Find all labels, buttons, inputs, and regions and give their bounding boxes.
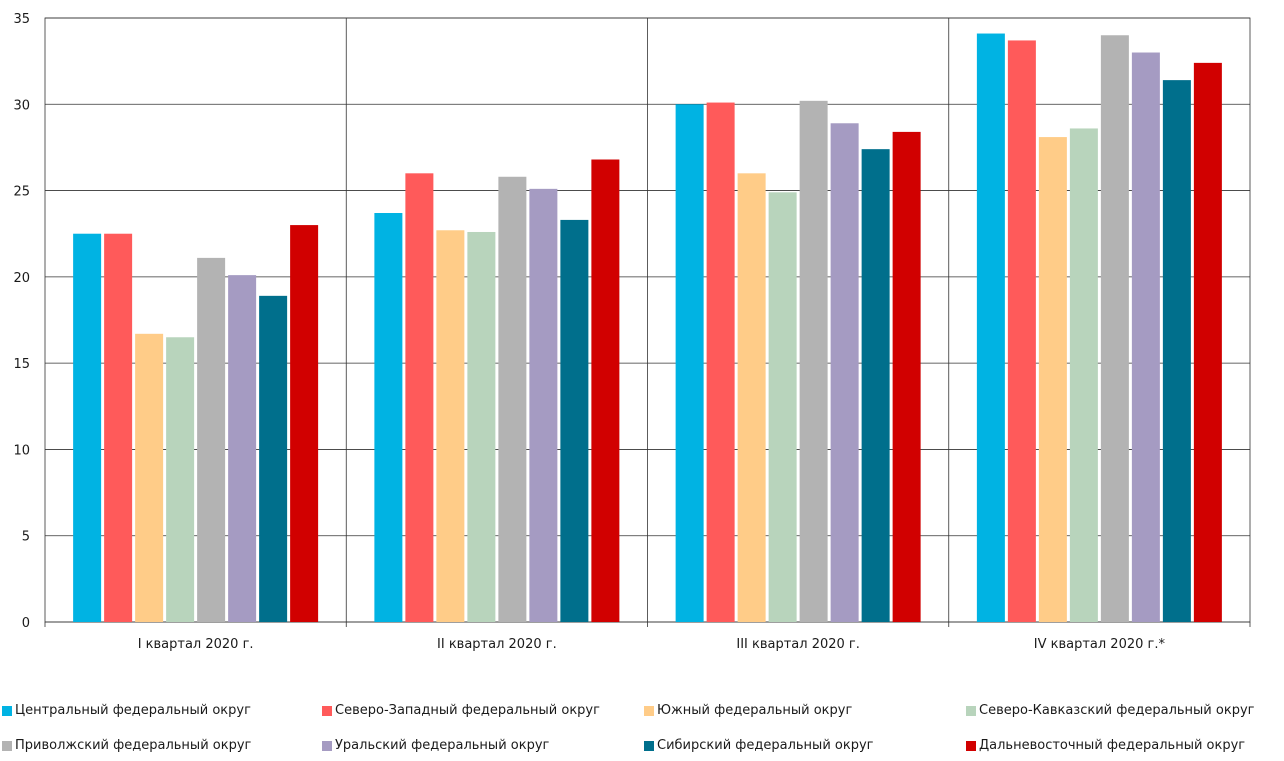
bar <box>498 176 527 622</box>
y-tick-label: 15 <box>13 357 30 372</box>
legend-label: Южный федеральный округ <box>657 703 853 718</box>
x-tick-label: III квартал 2020 г. <box>736 637 860 652</box>
bar <box>228 275 257 622</box>
bar <box>290 225 319 623</box>
legend-item: Уральский федеральный округ <box>322 738 549 753</box>
bar <box>1131 52 1160 623</box>
legend-item: Приволжский федеральный округ <box>2 738 251 753</box>
y-tick-label: 35 <box>13 12 30 27</box>
bar <box>861 149 890 622</box>
legend-item: Дальневосточный федеральный округ <box>966 738 1245 753</box>
x-tick-label: I квартал 2020 г. <box>138 637 254 652</box>
legend-swatch <box>644 705 654 716</box>
legend-item: Центральный федеральный округ <box>2 703 251 718</box>
x-tick-label: II квартал 2020 г. <box>437 637 557 652</box>
bar <box>1100 35 1129 622</box>
legend-item: Северо-Кавказский федеральный округ <box>966 703 1254 718</box>
x-tick-label: IV квартал 2020 г.* <box>1034 637 1166 652</box>
bar <box>976 33 1005 622</box>
legend-item: Северо-Западный федеральный округ <box>322 703 600 718</box>
legend-item: Сибирский федеральный округ <box>644 738 874 753</box>
bar <box>529 188 558 623</box>
y-tick-label: 5 <box>22 530 30 545</box>
bar <box>1038 137 1067 622</box>
bar <box>737 173 766 623</box>
bar <box>1007 40 1036 623</box>
y-tick-label: 10 <box>13 443 30 458</box>
legend-swatch <box>322 705 332 716</box>
bar <box>197 257 226 622</box>
legend-swatch <box>966 740 976 751</box>
bar <box>467 231 496 622</box>
bar <box>73 233 102 622</box>
bar-chart: 0 5 10 15 20 25 30 35 I квартал 2020 г. II кварта… <box>13 12 1251 652</box>
bar <box>706 102 735 622</box>
bar <box>135 333 164 622</box>
legend-label: Сибирский федеральный округ <box>657 738 874 753</box>
bar <box>560 219 589 622</box>
bar <box>374 213 403 622</box>
legend-label: Северо-Западный федеральный округ <box>335 703 600 718</box>
bar <box>1162 80 1191 622</box>
bar <box>405 173 434 623</box>
bar <box>591 159 620 622</box>
y-tick-label: 0 <box>22 616 30 631</box>
bar <box>166 337 195 622</box>
legend-swatch <box>2 740 12 751</box>
legend-label: Дальневосточный федеральный округ <box>979 738 1246 753</box>
chart-legend: Центральный федеральный округ Северо-Запа… <box>0 700 1284 761</box>
legend-swatch <box>2 705 12 716</box>
bar <box>436 230 465 622</box>
bar <box>259 295 288 622</box>
bar <box>768 192 797 622</box>
legend-label: Приволжский федеральный округ <box>15 738 252 753</box>
y-tick-label: 20 <box>13 271 30 286</box>
legend-swatch <box>644 740 654 751</box>
y-tick-label: 25 <box>13 185 30 200</box>
bar <box>104 233 133 622</box>
legend-label: Центральный федеральный округ <box>15 703 251 718</box>
legend-swatch <box>322 740 332 751</box>
bar <box>892 131 921 622</box>
legend-swatch <box>966 705 976 716</box>
legend-item: Южный федеральный округ <box>644 703 852 718</box>
bar <box>1069 128 1098 622</box>
bar <box>799 100 828 622</box>
y-tick-label: 30 <box>13 98 30 113</box>
bar <box>675 104 704 623</box>
legend-label: Северо-Кавказский федеральный округ <box>979 703 1255 718</box>
bar <box>1193 62 1222 622</box>
bar <box>830 123 859 623</box>
legend-label: Уральский федеральный округ <box>335 738 550 753</box>
